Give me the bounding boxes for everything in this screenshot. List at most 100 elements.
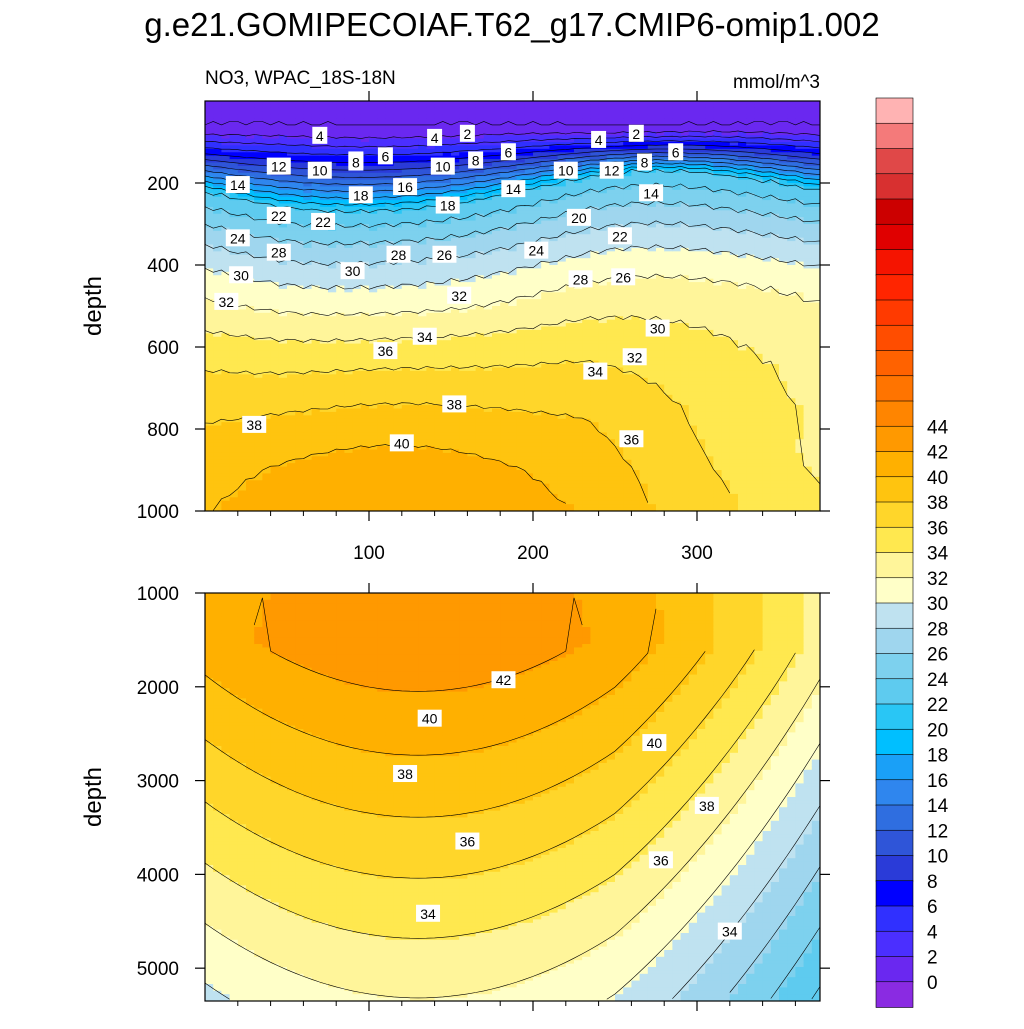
upper-field-cell	[319, 189, 329, 194]
upper-field-cell	[311, 470, 321, 475]
upper-field-cell	[524, 299, 534, 304]
upper-field-cell	[541, 343, 550, 348]
upper-field-cell	[360, 306, 370, 311]
upper-field-cell	[418, 442, 427, 447]
upper-field-cell	[287, 312, 296, 317]
upper-field-cell	[377, 367, 386, 372]
upper-field-cell	[352, 504, 362, 509]
upper-field-cell	[295, 227, 304, 232]
upper-field-cell	[410, 306, 419, 311]
upper-field-cell	[270, 186, 280, 191]
upper-field-cell	[237, 196, 247, 201]
upper-field-cell	[213, 504, 222, 509]
upper-field-cell	[500, 442, 509, 447]
upper-field-cell	[221, 353, 231, 358]
upper-field-cell	[352, 176, 362, 181]
upper-field-cell	[377, 411, 386, 416]
upper-field-cell	[541, 268, 550, 273]
upper-field-cell	[319, 101, 329, 106]
upper-field-cell	[237, 114, 247, 119]
upper-field-cell	[410, 439, 419, 444]
upper-field-cell	[418, 107, 427, 112]
upper-field-cell	[385, 179, 395, 184]
upper-field-cell	[311, 374, 321, 379]
upper-field-cell	[467, 504, 477, 509]
upper-field-cell	[303, 405, 313, 410]
upper-field-cell	[295, 411, 304, 416]
upper-field-cell	[442, 377, 452, 382]
upper-field-cell	[475, 347, 485, 352]
upper-field-cell	[262, 329, 272, 334]
upper-field-cell	[442, 220, 452, 225]
upper-field-cell	[344, 306, 354, 311]
upper-field-cell	[459, 476, 468, 481]
upper-field-cell	[246, 350, 255, 355]
upper-field-cell	[278, 357, 288, 362]
upper-field-cell	[475, 442, 485, 447]
upper-field-cell	[319, 432, 329, 437]
upper-field-cell	[377, 425, 386, 430]
upper-field-cell	[385, 388, 395, 393]
upper-field-cell	[434, 476, 444, 481]
upper-field-cell	[229, 203, 239, 208]
upper-field-cell	[508, 422, 518, 427]
upper-field-cell	[508, 241, 518, 246]
upper-field-cell	[377, 480, 386, 485]
upper-field-cell	[262, 459, 272, 464]
upper-field-cell	[336, 357, 345, 362]
upper-field-cell	[270, 128, 280, 133]
upper-field-cell	[401, 326, 411, 331]
upper-field-cell	[311, 418, 321, 423]
upper-field-cell	[492, 292, 501, 297]
upper-field-cell	[418, 473, 427, 478]
upper-field-cell	[336, 353, 345, 358]
upper-field-cell	[492, 183, 501, 188]
upper-field-cell	[254, 282, 263, 287]
upper-field-cell	[205, 411, 214, 416]
upper-field-cell	[475, 128, 485, 133]
upper-field-cell	[475, 323, 485, 328]
upper-field-cell	[254, 374, 263, 379]
upper-field-cell	[328, 203, 337, 208]
upper-field-cell	[475, 118, 485, 123]
upper-field-cell	[246, 463, 255, 468]
upper-field-cell	[237, 261, 247, 266]
upper-field-cell	[303, 155, 313, 160]
upper-field-cell	[303, 487, 313, 492]
upper-field-cell	[541, 271, 550, 276]
upper-field-cell	[311, 237, 321, 242]
upper-field-cell	[475, 429, 485, 434]
upper-field-cell	[492, 459, 501, 464]
upper-field-cell	[295, 104, 304, 109]
upper-field-cell	[270, 459, 280, 464]
upper-field-cell	[451, 128, 460, 133]
upper-field-cell	[246, 169, 255, 174]
upper-field-cell	[336, 210, 345, 215]
upper-field-cell	[287, 326, 296, 331]
upper-field-cell	[524, 329, 534, 334]
upper-field-cell	[344, 435, 354, 440]
upper-field-cell	[500, 169, 509, 174]
upper-field-cell	[483, 169, 493, 174]
upper-field-cell	[205, 405, 214, 410]
upper-field-cell	[205, 213, 214, 218]
upper-field-cell	[254, 135, 263, 140]
upper-field-cell	[533, 302, 542, 307]
upper-field-cell	[533, 128, 542, 133]
upper-field-cell	[442, 507, 452, 511]
upper-field-cell	[451, 179, 460, 184]
upper-field-cell	[311, 384, 321, 389]
upper-field-cell	[328, 459, 337, 464]
upper-field-cell	[303, 131, 313, 136]
upper-field-cell	[459, 415, 468, 420]
upper-field-cell	[336, 329, 345, 334]
upper-field-cell	[467, 446, 477, 451]
upper-field-cell	[541, 107, 550, 112]
upper-field-cell	[475, 490, 485, 495]
upper-field-cell	[377, 268, 386, 273]
upper-field-cell	[442, 152, 452, 157]
upper-field-cell	[475, 278, 485, 283]
upper-field-cell	[459, 220, 468, 225]
upper-field-cell	[229, 251, 239, 256]
upper-field-cell	[426, 384, 436, 389]
